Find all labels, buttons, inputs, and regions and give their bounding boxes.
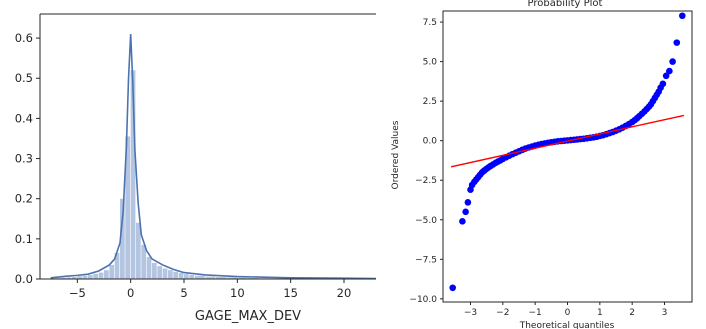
histogram-bar — [146, 256, 152, 279]
x-axis-label: Theoretical quantiles — [519, 321, 615, 329]
histogram-bar — [93, 273, 99, 279]
y-tick-label: 0.2 — [15, 192, 33, 206]
histogram-bar — [173, 271, 179, 279]
histogram-bar — [104, 270, 109, 279]
y-tick-label: −2.5 — [415, 176, 437, 186]
histogram-bar — [136, 222, 141, 279]
data-point — [673, 39, 681, 46]
x-tick-label: 0 — [127, 286, 134, 300]
histogram-panel: 0.0 0.1 0.2 0.3 0.4 0.5 0.6 −5 0 5 10 15 20 GAGE_MA… — [15, 13, 377, 324]
histogram-bar — [152, 262, 157, 279]
y-tick-label: 0.6 — [15, 31, 33, 45]
y-tick-label: 7.5 — [423, 18, 437, 28]
data-point — [662, 72, 670, 80]
histogram-bar — [120, 198, 125, 279]
x-tick-label: −3 — [464, 308, 477, 318]
histogram-bar — [130, 70, 136, 280]
data-point — [459, 218, 466, 225]
histogram-bar — [77, 276, 83, 279]
histogram-bar — [226, 277, 237, 279]
data-point — [462, 208, 469, 216]
y-tick-label: −5.0 — [415, 216, 437, 226]
histogram-bar — [66, 277, 72, 279]
x-tick-label: 1 — [597, 308, 603, 318]
histogram-bar — [114, 252, 120, 279]
y-tick-label: −7.5 — [415, 255, 437, 265]
x-tick-label: −2 — [496, 308, 509, 318]
y-tick-label: 2.5 — [423, 97, 437, 107]
y-tick-label: 0.0 — [15, 272, 33, 286]
data-point — [666, 67, 673, 75]
x-tick-label: 15 — [283, 286, 298, 300]
kde-curve — [50, 34, 377, 280]
y-tick-group: −10.0 −7.5 −5.0 −2.5 0.0 2.5 5.0 7.5 — [409, 18, 443, 305]
y-tick-label: 0.3 — [15, 152, 33, 166]
histogram-bar — [141, 244, 147, 279]
histogram-bars — [56, 70, 376, 280]
histogram-bar — [61, 277, 67, 279]
histogram-bar — [88, 274, 93, 279]
x-tick-label: 2 — [629, 308, 635, 318]
scatter-points — [449, 12, 686, 292]
x-axis-label: GAGE_MAX_DEV — [195, 309, 301, 324]
histogram-bar — [82, 275, 88, 279]
y-tick-label: −10.0 — [409, 295, 437, 305]
histogram-bar — [109, 264, 115, 279]
histogram-bar — [157, 266, 163, 279]
y-tick-group: 0.0 0.1 0.2 0.3 0.4 0.5 0.6 — [15, 31, 40, 286]
histogram-bar — [125, 136, 131, 279]
plot-frame — [442, 10, 693, 303]
x-tick-label: −1 — [529, 308, 542, 318]
histogram-bar — [216, 276, 227, 279]
probability-plot-panel: Probability Plot −10.0 −7.5 −5.0 −2.5 0.0 2.5… — [391, 0, 693, 329]
y-tick-label: 5.0 — [423, 58, 438, 68]
histogram-bar — [237, 277, 248, 279]
x-tick-label: 0 — [565, 308, 571, 318]
x-tick-label: −5 — [69, 286, 86, 300]
fit-line — [450, 114, 685, 168]
y-tick-label: 0.5 — [15, 71, 33, 85]
x-tick-label: 5 — [180, 286, 187, 300]
histogram-bar — [98, 272, 104, 279]
x-tick-label: 3 — [662, 308, 668, 318]
histogram-bar — [168, 270, 173, 279]
data-point — [669, 58, 676, 65]
y-tick-label: 0.0 — [423, 137, 438, 147]
data-point — [464, 199, 472, 206]
x-tick-group: −3 −2 −1 0 1 2 3 — [464, 302, 668, 318]
data-point — [659, 80, 667, 88]
histogram-bar — [162, 268, 168, 279]
y-axis-label: Ordered Values — [391, 120, 401, 189]
histogram-bar — [178, 272, 184, 279]
histogram-bar — [184, 274, 189, 279]
histogram-bar — [205, 276, 216, 279]
x-tick-label: 10 — [230, 286, 245, 300]
y-tick-label: 0.1 — [15, 232, 33, 246]
data-point — [679, 12, 686, 20]
x-tick-label: 20 — [337, 286, 352, 300]
histogram-bar — [194, 275, 205, 279]
data-point — [449, 284, 457, 292]
y-tick-label: 0.4 — [15, 111, 33, 125]
chart-title: Probability Plot — [528, 0, 603, 9]
x-tick-group: −5 0 5 10 15 20 — [69, 279, 351, 300]
histogram-bar — [72, 276, 77, 279]
histogram-bar — [189, 274, 195, 279]
